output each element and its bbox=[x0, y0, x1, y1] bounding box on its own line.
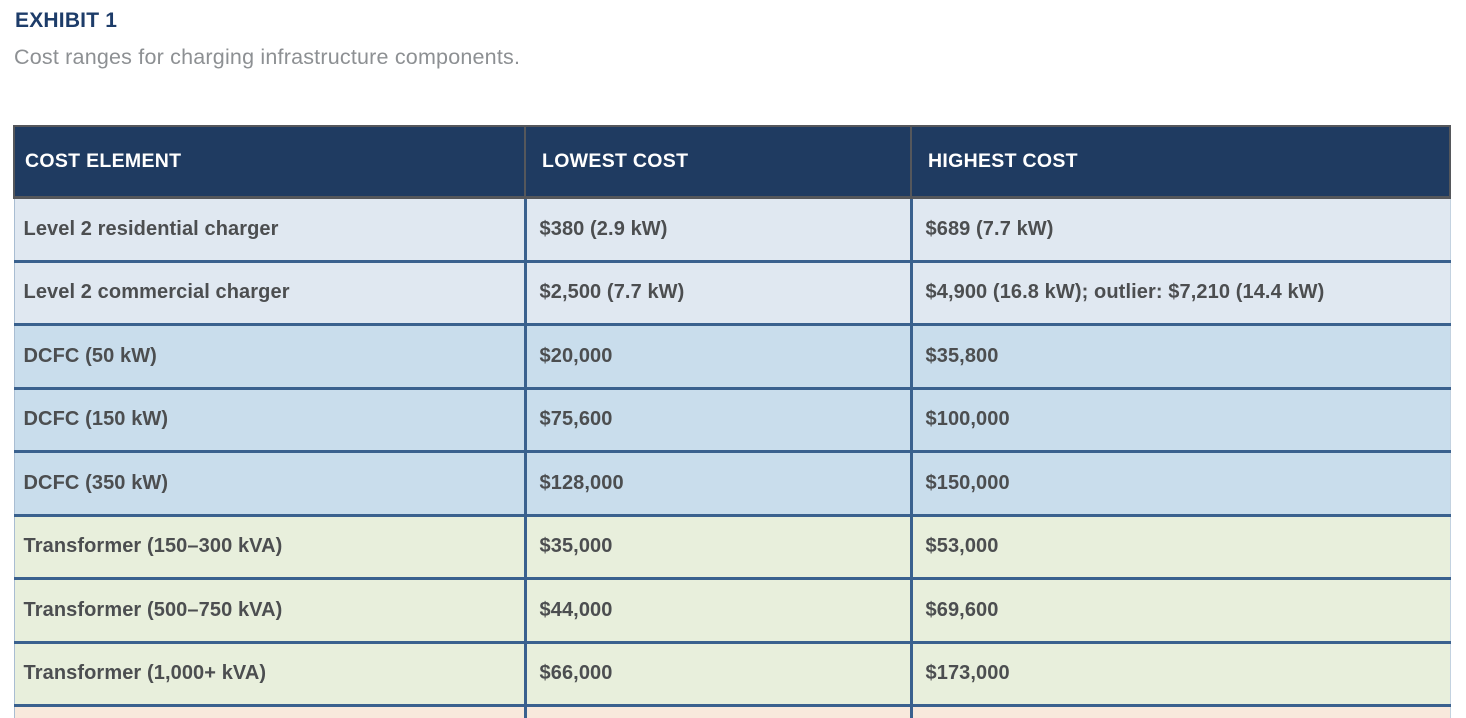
cost-ranges-table: COST ELEMENT LOWEST COST HIGHEST COST Le… bbox=[13, 125, 1451, 718]
cell-lowest-cost: $20,000 bbox=[523, 323, 911, 388]
column-header-lowest-cost: LOWEST COST bbox=[524, 125, 912, 199]
table-row: Transformer (500–750 kVA) $44,000 $69,60… bbox=[13, 577, 1451, 642]
cell-lowest-cost: $35,000 bbox=[523, 513, 911, 579]
table-row: DCFC (350 kW) $128,000 $150,000 bbox=[13, 450, 1451, 515]
table-row: Transformer (150–300 kVA) $35,000 $53,00… bbox=[13, 513, 1451, 579]
cell-highest-cost bbox=[909, 704, 1451, 718]
cell-highest-cost: $4,900 (16.8 kW); outlier: $7,210 (14.4 … bbox=[909, 259, 1451, 325]
table-header-row: COST ELEMENT LOWEST COST HIGHEST COST bbox=[13, 125, 1451, 199]
table-row-partial bbox=[13, 704, 1451, 718]
cell-cost-element: DCFC (150 kW) bbox=[13, 386, 525, 452]
cell-lowest-cost: $44,000 bbox=[523, 577, 911, 642]
cell-cost-element: Transformer (150–300 kVA) bbox=[13, 513, 525, 579]
cell-cost-element bbox=[13, 704, 525, 718]
table-row: Level 2 commercial charger $2,500 (7.7 k… bbox=[13, 259, 1451, 325]
cell-highest-cost: $53,000 bbox=[909, 513, 1451, 579]
cell-lowest-cost: $2,500 (7.7 kW) bbox=[523, 259, 911, 325]
cell-lowest-cost: $380 (2.9 kW) bbox=[523, 196, 911, 261]
exhibit-title: EXHIBIT 1 bbox=[15, 9, 118, 32]
cell-lowest-cost bbox=[523, 704, 911, 718]
table-row: DCFC (50 kW) $20,000 $35,800 bbox=[13, 323, 1451, 388]
exhibit-subtitle: Cost ranges for charging infrastructure … bbox=[14, 45, 521, 69]
cell-cost-element: Transformer (500–750 kVA) bbox=[13, 577, 525, 642]
cell-cost-element: DCFC (350 kW) bbox=[13, 450, 525, 515]
table-row: Level 2 residential charger $380 (2.9 kW… bbox=[13, 196, 1451, 261]
cell-lowest-cost: $75,600 bbox=[523, 386, 911, 452]
cell-highest-cost: $173,000 bbox=[909, 640, 1451, 706]
cell-highest-cost: $100,000 bbox=[909, 386, 1451, 452]
cell-lowest-cost: $66,000 bbox=[523, 640, 911, 706]
cell-cost-element: Level 2 commercial charger bbox=[13, 259, 525, 325]
cell-cost-element: Level 2 residential charger bbox=[13, 196, 525, 261]
column-header-highest-cost: HIGHEST COST bbox=[910, 125, 1451, 199]
column-header-cost-element: COST ELEMENT bbox=[13, 125, 526, 199]
cell-highest-cost: $35,800 bbox=[909, 323, 1451, 388]
table-row: Transformer (1,000+ kVA) $66,000 $173,00… bbox=[13, 640, 1451, 706]
cell-highest-cost: $150,000 bbox=[909, 450, 1451, 515]
cell-lowest-cost: $128,000 bbox=[523, 450, 911, 515]
cell-cost-element: DCFC (50 kW) bbox=[13, 323, 525, 388]
table-row: DCFC (150 kW) $75,600 $100,000 bbox=[13, 386, 1451, 452]
cell-highest-cost: $689 (7.7 kW) bbox=[909, 196, 1451, 261]
cell-highest-cost: $69,600 bbox=[909, 577, 1451, 642]
cell-cost-element: Transformer (1,000+ kVA) bbox=[13, 640, 525, 706]
